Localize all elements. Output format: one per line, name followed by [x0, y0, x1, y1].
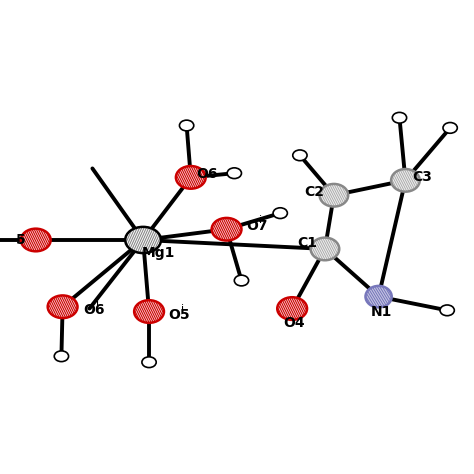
Ellipse shape: [54, 351, 69, 362]
Ellipse shape: [134, 300, 164, 323]
Ellipse shape: [234, 275, 249, 286]
Text: Mg1: Mg1: [141, 246, 175, 260]
Text: i: i: [181, 304, 184, 314]
Ellipse shape: [277, 297, 307, 320]
Ellipse shape: [212, 218, 241, 241]
Text: O7: O7: [246, 219, 268, 233]
Text: N1: N1: [370, 304, 392, 319]
Text: O4: O4: [284, 317, 305, 330]
Ellipse shape: [293, 150, 307, 161]
Ellipse shape: [310, 237, 339, 260]
Text: i: i: [259, 215, 263, 225]
Ellipse shape: [365, 286, 392, 307]
Ellipse shape: [142, 357, 156, 367]
Ellipse shape: [391, 169, 420, 191]
Ellipse shape: [227, 168, 241, 179]
Ellipse shape: [319, 184, 348, 207]
Ellipse shape: [440, 305, 454, 316]
Text: O6: O6: [83, 303, 104, 317]
Ellipse shape: [273, 208, 287, 219]
Text: O5: O5: [168, 308, 190, 322]
Ellipse shape: [180, 120, 194, 131]
Text: 5: 5: [16, 233, 26, 247]
Ellipse shape: [48, 295, 78, 318]
Text: C3: C3: [412, 170, 432, 184]
Ellipse shape: [125, 227, 161, 253]
Ellipse shape: [21, 228, 51, 251]
Ellipse shape: [176, 166, 206, 189]
Text: O6: O6: [197, 167, 218, 181]
Text: i: i: [96, 300, 99, 310]
Ellipse shape: [392, 112, 407, 123]
Text: C1: C1: [297, 236, 317, 250]
Ellipse shape: [443, 122, 457, 133]
Text: C2: C2: [304, 185, 324, 199]
